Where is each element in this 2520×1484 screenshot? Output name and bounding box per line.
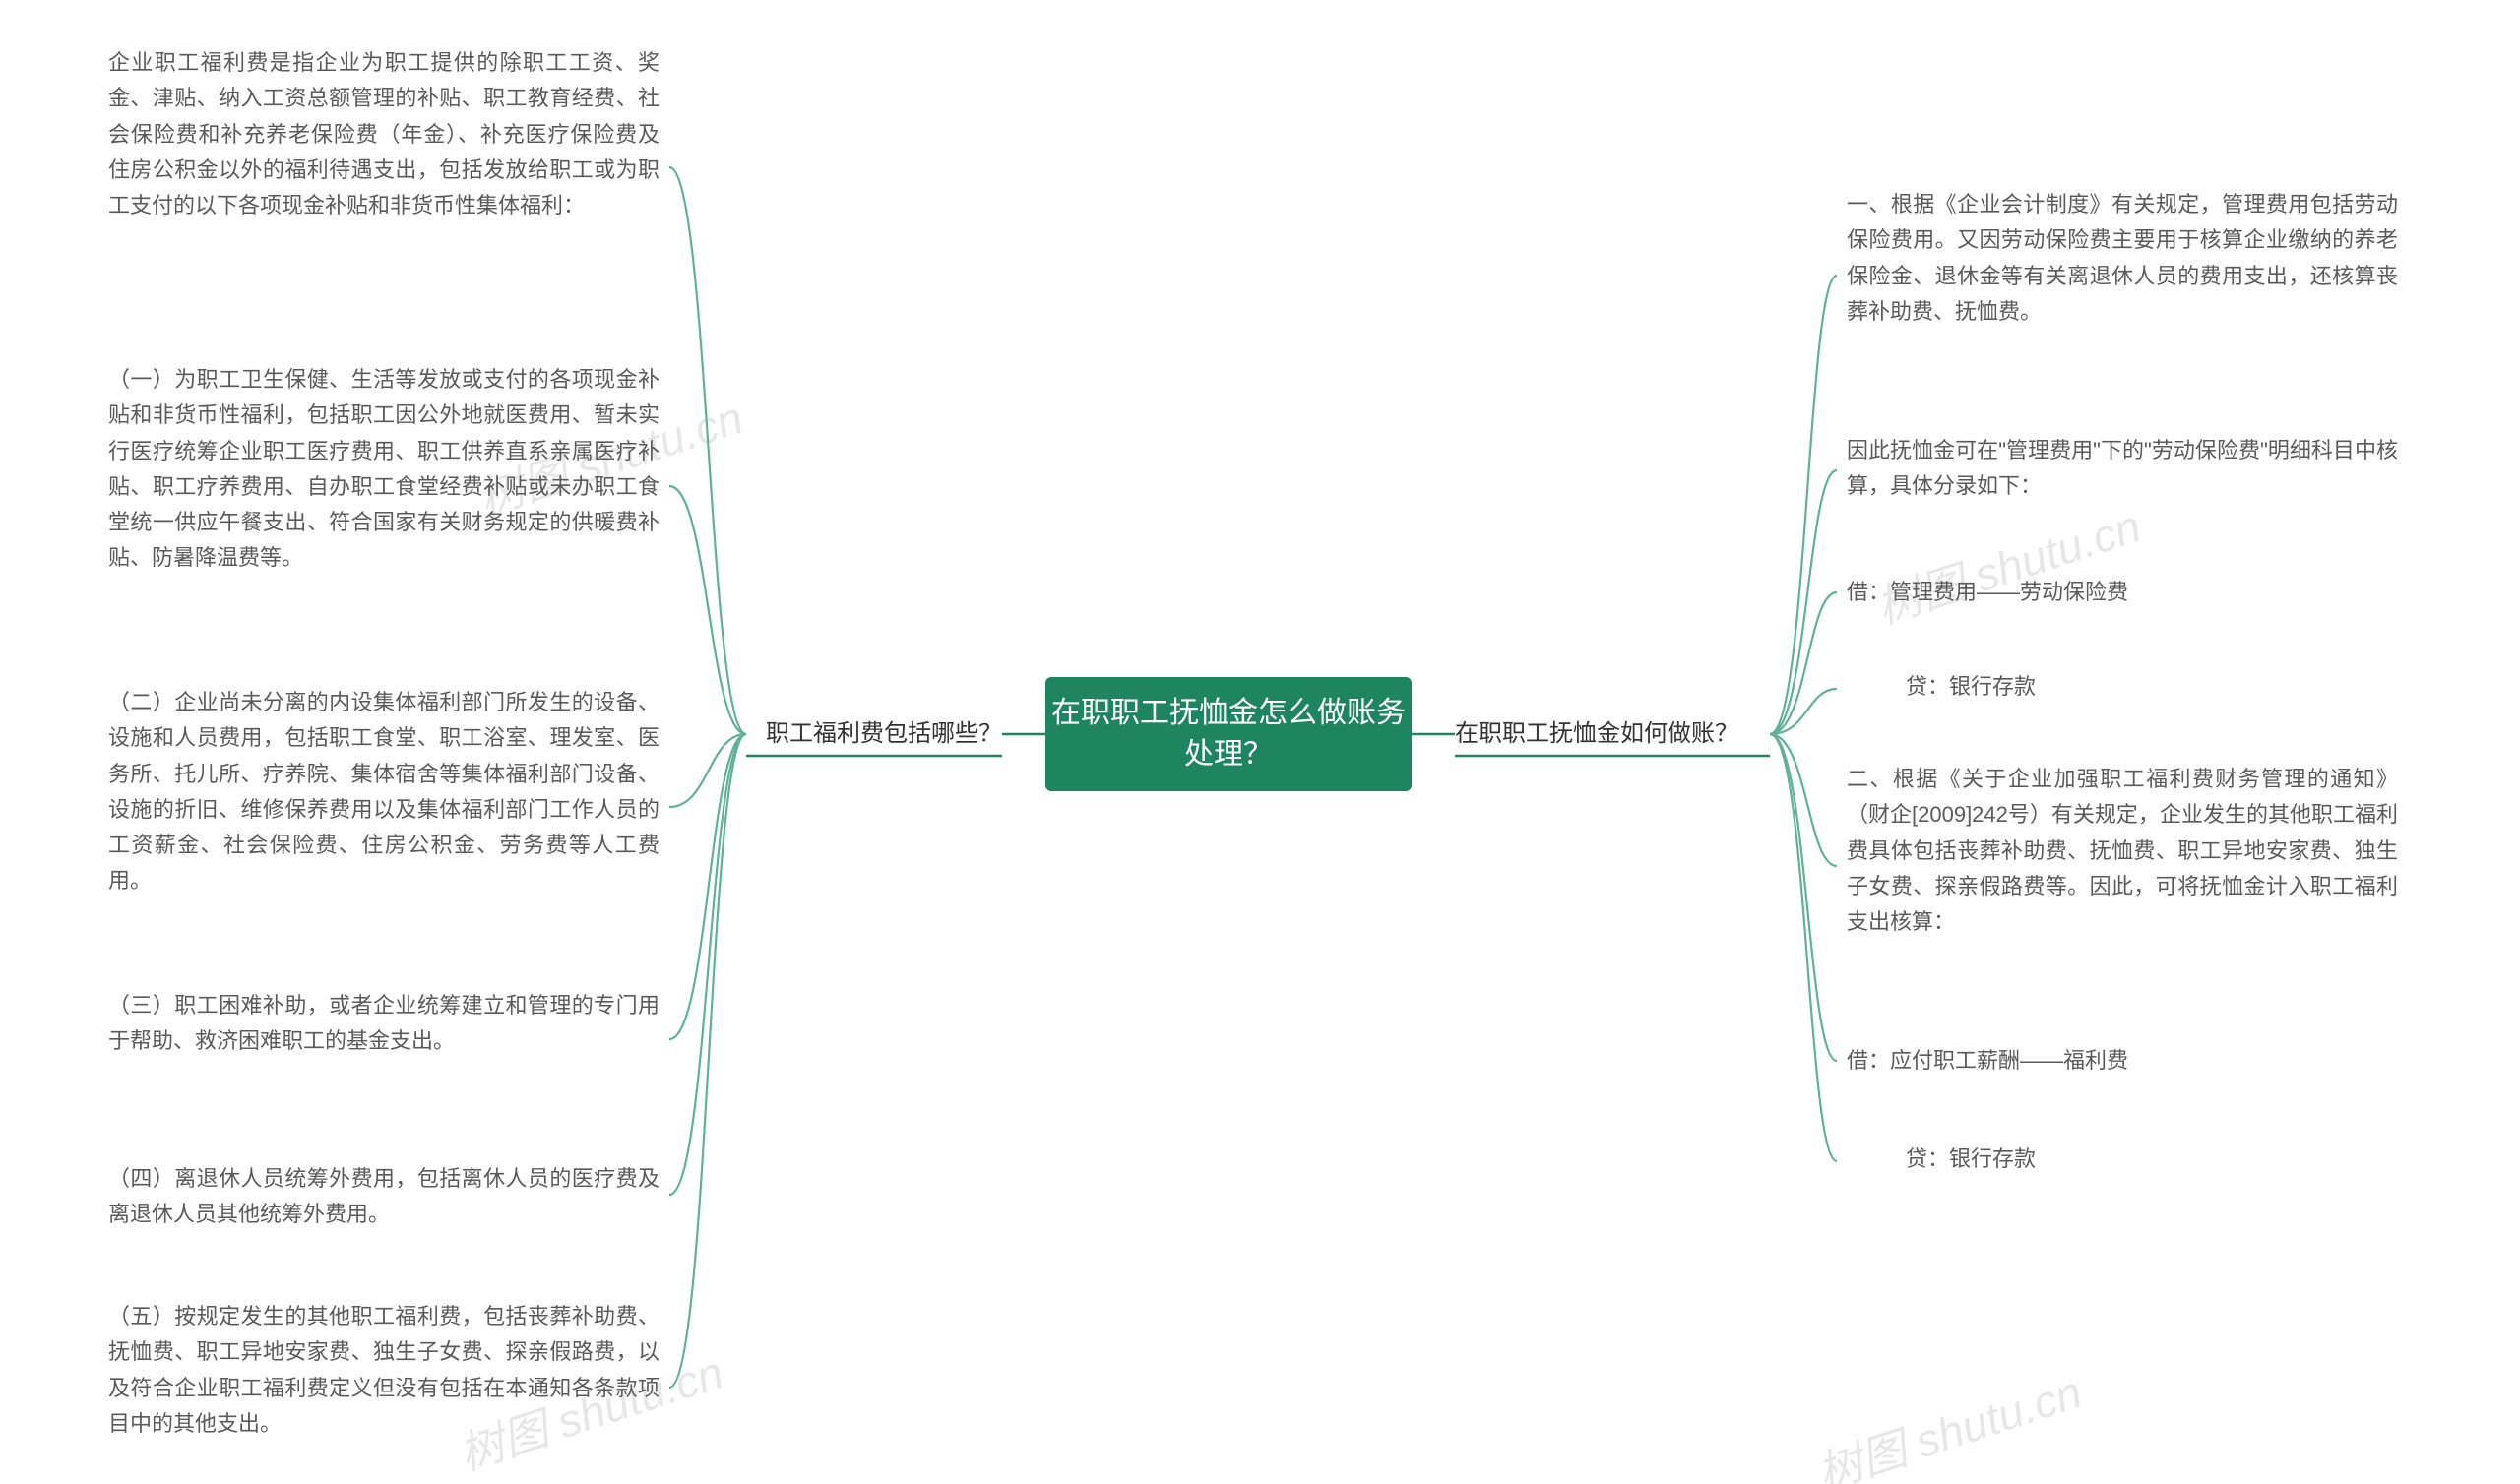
leaf-text: （三）职工困难补助，或者企业统筹建立和管理的专门用于帮助、救济困难职工的基金支出… — [108, 993, 660, 1053]
central-topic[interactable]: 在职职工抚恤金怎么做账务处理？ — [1045, 677, 1412, 791]
subtopic-left-label: 职工福利费包括哪些？ — [766, 714, 1002, 754]
leaf-right-4[interactable]: 二、根据《关于企业加强职工福利费财务管理的通知》（财企[2009]242号）有关… — [1847, 762, 2398, 940]
leaf-left-0[interactable]: 企业职工福利费是指企业为职工提供的除职工工资、奖金、津贴、纳入工资总额管理的补贴… — [108, 45, 660, 223]
leaf-text: （四）离退休人员统筹外费用，包括离休人员的医疗费及离退休人员其他统筹外费用。 — [108, 1166, 660, 1226]
central-topic-text: 在职职工抚恤金怎么做账务处理？ — [1045, 693, 1412, 775]
leaf-text: （五）按规定发生的其他职工福利费，包括丧葬补助费、抚恤费、职工异地安家费、独生子… — [108, 1304, 660, 1436]
leaf-text: 贷：银行存款 — [1906, 674, 2036, 699]
leaf-text: 一、根据《企业会计制度》有关规定，管理费用包括劳动保险费用。又因劳动保险费主要用… — [1847, 192, 2398, 324]
subtopic-right-label: 在职职工抚恤金如何做账？ — [1455, 714, 1738, 754]
leaf-right-5[interactable]: 借：应付职工薪酬——福利费 — [1847, 1043, 2398, 1079]
leaf-left-3[interactable]: （三）职工困难补助，或者企业统筹建立和管理的专门用于帮助、救济困难职工的基金支出… — [108, 988, 660, 1060]
leaf-text: 借：应付职工薪酬——福利费 — [1847, 1048, 2128, 1073]
leaf-text: 借：管理费用——劳动保险费 — [1847, 580, 2128, 604]
leaf-text: 因此抚恤金可在"管理费用"下的"劳动保险费"明细科目中核算，具体分录如下： — [1847, 438, 2398, 498]
leaf-left-5[interactable]: （五）按规定发生的其他职工福利费，包括丧葬补助费、抚恤费、职工异地安家费、独生子… — [108, 1299, 660, 1442]
leaf-text: （二）企业尚未分离的内设集体福利部门所发生的设备、设施和人员费用，包括职工食堂、… — [108, 690, 660, 893]
leaf-text: 贷：银行存款 — [1906, 1146, 2036, 1171]
leaf-right-3[interactable]: 贷：银行存款 — [1847, 669, 2398, 705]
leaf-right-6[interactable]: 贷：银行存款 — [1847, 1142, 2398, 1177]
leaf-text: （一）为职工卫生保健、生活等发放或支付的各项现金补贴和非货币性福利，包括职工因公… — [108, 367, 660, 570]
leaf-left-1[interactable]: （一）为职工卫生保健、生活等发放或支付的各项现金补贴和非货币性福利，包括职工因公… — [108, 362, 660, 577]
subtopic-right[interactable]: 在职职工抚恤金如何做账？ — [1455, 712, 1770, 756]
leaf-left-2[interactable]: （二）企业尚未分离的内设集体福利部门所发生的设备、设施和人员费用，包括职工食堂、… — [108, 685, 660, 899]
leaf-text: 企业职工福利费是指企业为职工提供的除职工工资、奖金、津贴、纳入工资总额管理的补贴… — [108, 50, 660, 217]
leaf-right-1[interactable]: 因此抚恤金可在"管理费用"下的"劳动保险费"明细科目中核算，具体分录如下： — [1847, 433, 2398, 505]
watermark: 树图 shutu.cn — [1867, 491, 2148, 638]
leaf-right-2[interactable]: 借：管理费用——劳动保险费 — [1847, 575, 2398, 610]
leaf-left-4[interactable]: （四）离退休人员统筹外费用，包括离休人员的医疗费及离退休人员其他统筹外费用。 — [108, 1161, 660, 1233]
leaf-right-0[interactable]: 一、根据《企业会计制度》有关规定，管理费用包括劳动保险费用。又因劳动保险费主要用… — [1847, 187, 2398, 330]
watermark: 树图 shutu.cn — [1808, 1357, 2089, 1484]
subtopic-left[interactable]: 职工福利费包括哪些？ — [746, 712, 1002, 756]
leaf-text: 二、根据《关于企业加强职工福利费财务管理的通知》（财企[2009]242号）有关… — [1847, 767, 2398, 934]
